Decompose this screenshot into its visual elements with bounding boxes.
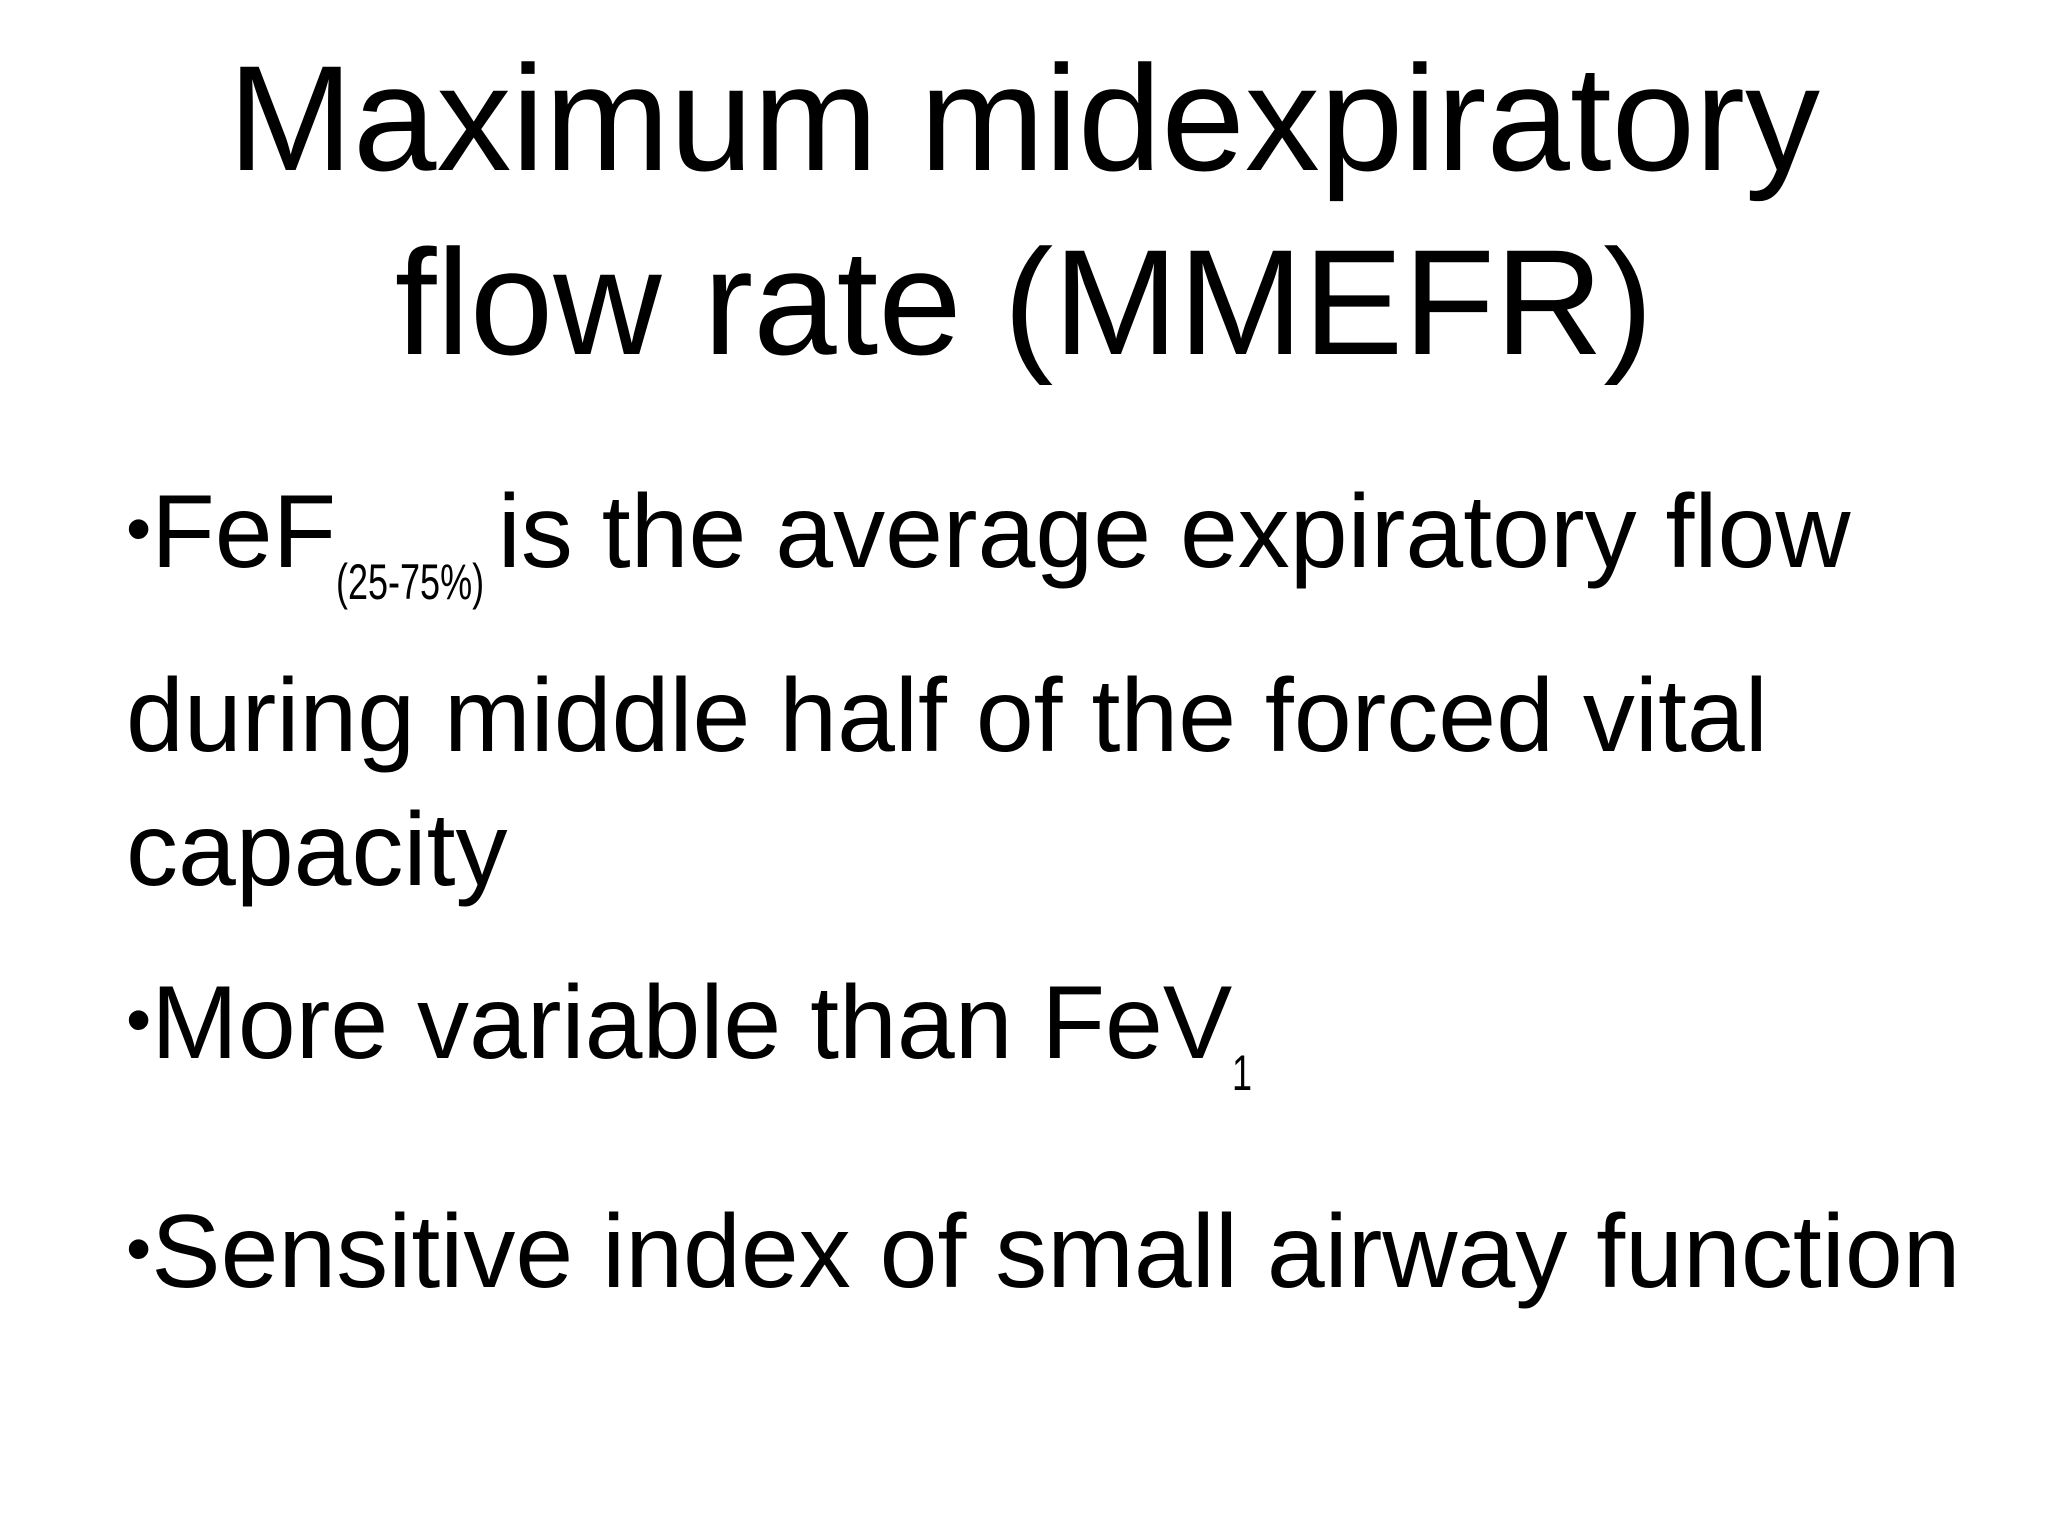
bullet-sensitivity-text: Sensitive index of small airway function bbox=[151, 1194, 1961, 1310]
bullet-marker: • bbox=[126, 980, 152, 1060]
bullet-fef-lead: FeF bbox=[151, 474, 337, 590]
bullet-fef-text: is the average expiratory flow during mi… bbox=[126, 474, 1851, 908]
slide-title-line-2: flow rate (MMEFR) bbox=[394, 218, 1654, 386]
bullet-variability-text: More variable than FeV bbox=[151, 965, 1233, 1081]
slide-body: •FeF(25-75%) is the average expiratory fl… bbox=[126, 462, 1986, 1319]
bullet-fef-subscript: (25-75%) bbox=[336, 554, 485, 610]
bullet-marker: • bbox=[126, 489, 152, 569]
slide-title-line-1: Maximum midexpiratory bbox=[228, 34, 1820, 202]
bullet-fef: •FeF(25-75%) is the average expiratory fl… bbox=[126, 462, 1986, 917]
bullet-variability: •More variable than FeV1 bbox=[126, 953, 1986, 1140]
bullet-variability-subscript: 1 bbox=[1232, 1045, 1253, 1101]
slide-title: Maximum midexpiratory flow rate (MMEFR) bbox=[0, 26, 2048, 394]
bullet-sensitivity: •Sensitive index of small airway functio… bbox=[126, 1182, 1986, 1319]
bullet-marker: • bbox=[126, 1209, 152, 1289]
